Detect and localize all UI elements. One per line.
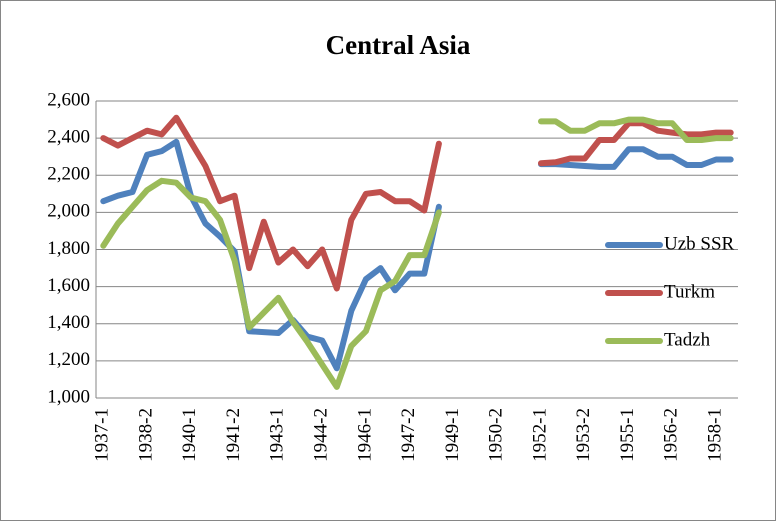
x-tick-label: 1953-2: [573, 408, 594, 462]
x-tick-label: 1950-2: [486, 408, 507, 462]
x-tick-label: 1955-1: [617, 408, 638, 462]
y-tick-label: 2,200: [47, 164, 90, 185]
x-tick-label: 1941-2: [223, 408, 244, 462]
legend-label: Turkm: [664, 281, 715, 302]
series-line: [100, 114, 734, 292]
y-tick-label: 1,600: [47, 275, 90, 296]
y-tick-label: 1,000: [47, 386, 90, 407]
x-tick-label: 1937-1: [92, 408, 113, 462]
legend-label: Tadzh: [664, 329, 711, 350]
x-tick-label: 1952-1: [529, 408, 550, 462]
y-tick-label: 2,000: [47, 201, 90, 222]
x-tick-label: 1946-1: [354, 408, 375, 462]
y-tick-label: 1,800: [47, 238, 90, 259]
x-tick-label: 1949-1: [442, 408, 463, 462]
chart-title: Central Asia: [326, 30, 471, 60]
x-tick-label: 1958-1: [704, 408, 725, 462]
x-tick-label: 1944-2: [311, 408, 332, 462]
series-line: [100, 116, 734, 390]
x-tick-label: 1956-2: [661, 408, 682, 462]
y-tick-label: 1,200: [47, 349, 90, 370]
y-tick-label: 2,600: [47, 89, 90, 110]
series-line: [100, 138, 734, 372]
legend-label: Uzb SSR: [664, 233, 735, 254]
x-tick-label: 1938-2: [135, 408, 156, 462]
y-tick-label: 1,400: [47, 312, 90, 333]
x-tick-label: 1940-1: [179, 408, 200, 462]
x-tick-label: 1943-1: [267, 408, 288, 462]
x-tick-label: 1947-2: [398, 408, 419, 462]
y-tick-label: 2,400: [47, 126, 90, 147]
